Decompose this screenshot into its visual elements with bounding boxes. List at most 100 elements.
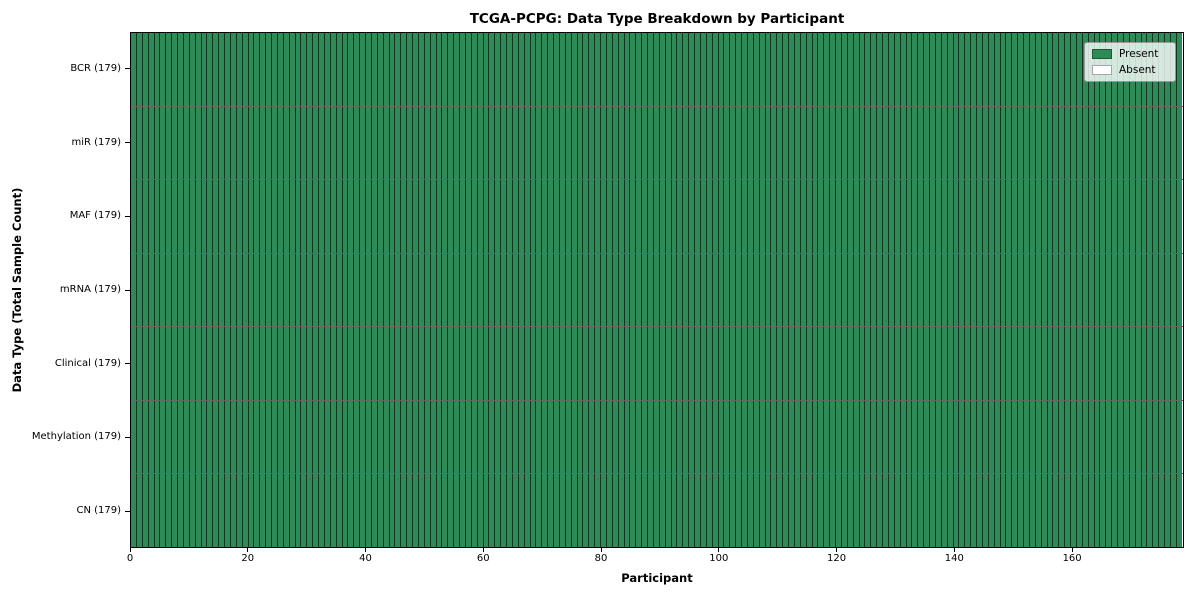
heatmap-cell — [289, 400, 296, 474]
heatmap-cell — [1170, 400, 1177, 474]
heatmap-cell — [771, 33, 778, 106]
heatmap-cell — [148, 253, 155, 327]
heatmap-cell — [442, 253, 449, 327]
heatmap-cell — [695, 253, 701, 327]
heatmap-cell — [483, 400, 490, 474]
heatmap-cell — [448, 474, 455, 548]
heatmap-cell — [1041, 253, 1048, 327]
heatmap-cell — [1088, 180, 1095, 253]
heatmap-cell — [718, 33, 725, 106]
heatmap-cell — [1147, 474, 1154, 548]
heatmap-cell — [965, 253, 972, 327]
heatmap-cell — [624, 180, 631, 253]
heatmap-cell — [671, 327, 678, 400]
heatmap-cell — [683, 474, 690, 548]
heatmap-cell — [730, 106, 737, 180]
heatmap-cell — [430, 106, 437, 180]
heatmap-cell — [718, 253, 725, 327]
heatmap-cell — [260, 33, 267, 106]
heatmap-cell — [1065, 400, 1071, 474]
heatmap-cell — [935, 474, 942, 548]
heatmap-cell — [236, 33, 243, 106]
heatmap-cell — [648, 400, 654, 474]
heatmap-cell — [847, 327, 854, 400]
heatmap-cell — [601, 180, 607, 253]
heatmap-cell — [131, 180, 137, 253]
heatmap-cell — [1129, 106, 1136, 180]
heatmap-cell — [836, 106, 842, 180]
heatmap-cell — [507, 106, 513, 180]
heatmap-cell — [1176, 33, 1182, 106]
heatmap-cell — [659, 400, 666, 474]
heatmap-cell — [900, 253, 907, 327]
heatmap-cell — [624, 400, 631, 474]
heatmap-cell — [742, 33, 748, 106]
heatmap-cell — [759, 474, 766, 548]
heatmap-cell — [266, 180, 272, 253]
heatmap-cell — [430, 180, 437, 253]
heatmap-cell — [313, 106, 319, 180]
heatmap-cell — [1071, 474, 1077, 548]
heatmap-cell — [554, 327, 560, 400]
heatmap-cell — [154, 327, 161, 400]
heatmap-cell — [1129, 180, 1136, 253]
heatmap-cell — [912, 180, 919, 253]
heatmap-cell — [730, 180, 737, 253]
heatmap-cell — [348, 474, 355, 548]
heatmap-cell — [618, 400, 625, 474]
heatmap-cell — [883, 180, 889, 253]
heatmap-cell — [1165, 327, 1171, 400]
heatmap-cell — [1041, 327, 1048, 400]
heatmap-cell — [277, 474, 284, 548]
heatmap-cell — [1059, 327, 1066, 400]
heatmap-cell — [336, 33, 343, 106]
heatmap-cell — [536, 33, 543, 106]
heatmap-cell — [377, 180, 384, 253]
heatmap-cell — [536, 400, 543, 474]
heatmap-cell — [283, 327, 290, 400]
heatmap-cell — [982, 474, 989, 548]
heatmap-cell — [612, 400, 619, 474]
heatmap-cell — [254, 327, 261, 400]
legend-swatch-present — [1092, 49, 1112, 59]
y-tick-label: mRNA (179) — [59, 284, 121, 295]
heatmap-cell — [965, 474, 972, 548]
heatmap-cell — [131, 327, 137, 400]
heatmap-cell — [219, 253, 225, 327]
heatmap-cell — [1129, 327, 1136, 400]
heatmap-cell — [1170, 106, 1177, 180]
heatmap-cell — [1159, 106, 1165, 180]
heatmap-cell — [830, 474, 836, 548]
y-tick-marks — [125, 32, 130, 548]
heatmap-cell — [759, 253, 766, 327]
heatmap-cell — [1006, 400, 1013, 474]
heatmap-cell — [183, 327, 190, 400]
heatmap-cell — [336, 400, 343, 474]
heatmap-cell — [1041, 33, 1048, 106]
heatmap-cell — [536, 253, 543, 327]
heatmap-cell — [172, 106, 178, 180]
heatmap-cell — [295, 327, 302, 400]
heatmap-cell — [1141, 474, 1148, 548]
heatmap-cell — [736, 180, 742, 253]
heatmap-cell — [548, 253, 554, 327]
heatmap-cell — [724, 106, 731, 180]
heatmap-cell — [195, 180, 202, 253]
heatmap-cell — [712, 180, 719, 253]
x-tick-label: 0 — [126, 553, 134, 564]
heatmap-cell — [448, 327, 455, 400]
heatmap-cell — [800, 474, 807, 548]
heatmap-cell — [465, 400, 472, 474]
heatmap-cell — [360, 180, 366, 253]
heatmap-cell — [266, 400, 272, 474]
heatmap-cell — [389, 474, 396, 548]
heatmap-cell — [436, 33, 443, 106]
heatmap-cell — [131, 106, 137, 180]
heatmap-cell — [894, 400, 901, 474]
heatmap-cell — [518, 474, 525, 548]
heatmap-cell — [559, 400, 566, 474]
heatmap-cell — [178, 474, 184, 548]
heatmap-cell — [812, 33, 819, 106]
heatmap-cell — [1012, 253, 1019, 327]
heatmap-cell — [277, 400, 284, 474]
